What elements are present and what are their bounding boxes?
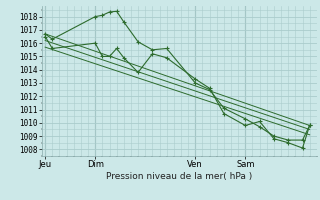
X-axis label: Pression niveau de la mer( hPa ): Pression niveau de la mer( hPa ) (106, 172, 252, 181)
